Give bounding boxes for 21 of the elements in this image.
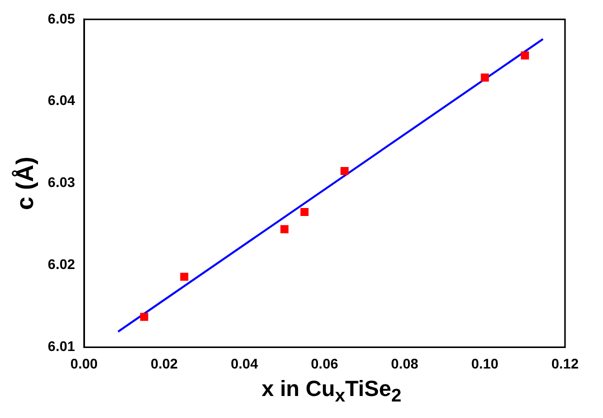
- point: [180, 272, 188, 281]
- point: [140, 312, 148, 321]
- point: [300, 208, 309, 216]
- x-tick-label: 0.06: [310, 355, 338, 372]
- y-tick-label: 6.01: [48, 338, 76, 354]
- x-tick-label: 0.10: [471, 355, 499, 372]
- y-tick-label: 6.02: [48, 256, 76, 272]
- y-axis-title: c (Å): [11, 156, 40, 210]
- x-tick-label: 0.12: [551, 355, 579, 372]
- point: [520, 51, 529, 60]
- point: [480, 74, 489, 82]
- x-tick-label: 0.04: [230, 355, 258, 372]
- x-tick-label: 0.02: [150, 355, 178, 372]
- x-axis-title: x in Cu$_{x}$TiSe$_{2}$: [260, 376, 402, 406]
- point: [340, 166, 349, 176]
- y-tick-label: 6.04: [48, 92, 76, 108]
- x-tick-label: 0.08: [391, 355, 419, 372]
- y-tick-label: 6.03: [48, 174, 76, 190]
- x-tick-label: 0.00: [70, 355, 98, 372]
- y-tick-label: 6.05: [48, 10, 76, 26]
- point: [280, 225, 288, 234]
